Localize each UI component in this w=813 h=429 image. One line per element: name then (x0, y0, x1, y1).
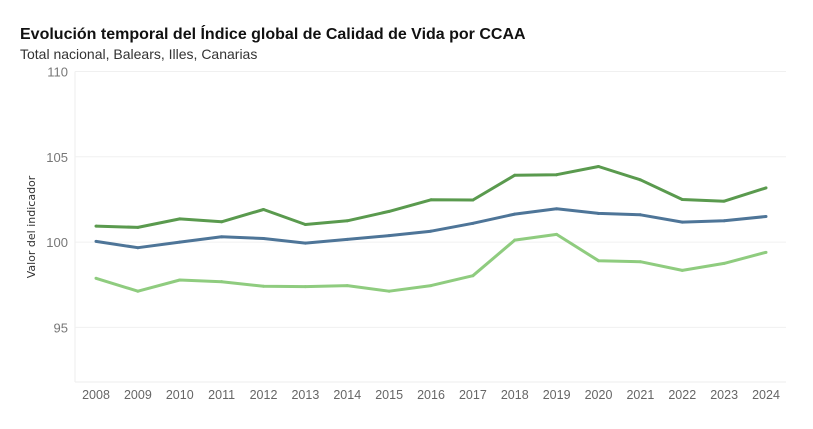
data-point (764, 215, 768, 219)
data-point (513, 173, 517, 177)
data-point (597, 211, 600, 215)
x-tick-label: 2021 (626, 388, 654, 402)
y-tick-label: 105 (46, 150, 68, 165)
data-point (345, 284, 349, 288)
x-tick-label: 2012 (250, 388, 278, 402)
series-line-2 (95, 232, 767, 293)
data-point (764, 186, 768, 190)
data-point (429, 284, 433, 288)
x-tick-label: 2016 (417, 388, 445, 402)
x-tick-label: 2010 (166, 388, 194, 402)
data-point (94, 276, 98, 280)
y-tick-label: 110 (47, 65, 68, 80)
data-point (178, 240, 182, 244)
y-axis-label: Valor del indicador (25, 175, 38, 278)
data-point (764, 250, 768, 254)
data-point (387, 234, 391, 238)
x-tick-label: 2009 (124, 388, 152, 402)
x-tick-label: 2023 (710, 388, 738, 402)
data-point (220, 220, 224, 224)
data-point (94, 239, 98, 243)
x-tick-label: 2022 (668, 388, 696, 402)
x-tick-label: 2024 (752, 388, 780, 402)
data-point (722, 261, 726, 265)
data-point (638, 178, 642, 182)
data-point (262, 284, 265, 288)
data-point (722, 199, 726, 203)
data-point (513, 212, 517, 216)
data-point (136, 289, 140, 293)
data-point (597, 259, 600, 263)
x-tick-label: 2020 (585, 388, 613, 402)
data-point (429, 229, 433, 233)
x-tick-label: 2013 (291, 388, 319, 402)
data-point (262, 237, 265, 241)
data-point (722, 219, 726, 223)
data-point (597, 165, 600, 169)
data-point (220, 235, 224, 239)
data-point (555, 232, 559, 236)
data-point (345, 237, 349, 241)
data-point (513, 238, 517, 242)
y-tick-label: 95 (54, 320, 68, 335)
data-point (555, 207, 559, 211)
data-point (94, 224, 98, 228)
x-tick-label: 2014 (333, 388, 361, 402)
data-point (303, 285, 307, 289)
x-tick-label: 2008 (82, 388, 110, 402)
data-point (345, 219, 349, 223)
data-point (429, 198, 433, 202)
data-point (680, 268, 684, 272)
data-point (262, 208, 265, 212)
data-point (220, 280, 224, 284)
data-point (303, 223, 307, 227)
data-point (638, 213, 642, 217)
data-point (387, 289, 391, 293)
data-point (680, 197, 684, 201)
x-tick-label: 2018 (501, 388, 529, 402)
chart-subtitle: Total nacional, Balears, Illes, Canarias (20, 46, 258, 62)
chart-title: Evolución temporal del Índice global de … (20, 26, 526, 43)
x-tick-label: 2017 (459, 388, 487, 402)
x-tick-label: 2019 (543, 388, 571, 402)
data-point (471, 274, 475, 278)
x-tick-label: 2011 (208, 388, 235, 402)
data-point (303, 241, 307, 245)
data-point (680, 220, 684, 224)
data-point (387, 209, 391, 213)
y-tick-label: 100 (46, 235, 68, 250)
data-point (178, 278, 182, 282)
data-point (178, 217, 182, 221)
data-point (471, 198, 475, 202)
data-point (136, 246, 140, 250)
data-point (638, 260, 642, 264)
data-point (136, 225, 140, 229)
data-point (471, 221, 475, 225)
data-point (555, 173, 559, 177)
x-tick-label: 2015 (375, 388, 403, 402)
